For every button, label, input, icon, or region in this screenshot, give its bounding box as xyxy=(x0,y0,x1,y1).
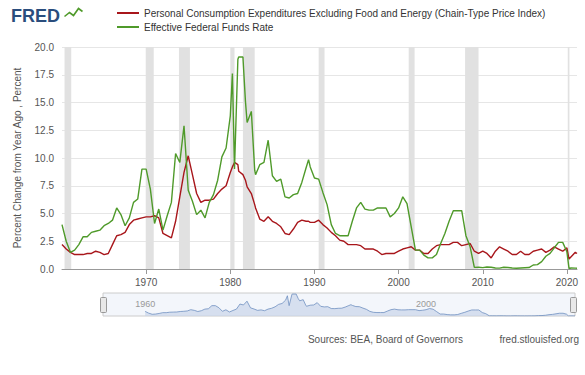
svg-text:1970: 1970 xyxy=(135,277,158,288)
svg-text:2020: 2020 xyxy=(556,277,579,288)
svg-text:Percent Change from Year Ago ,: Percent Change from Year Ago , Percent xyxy=(12,67,23,248)
svg-text:1960: 1960 xyxy=(135,299,155,309)
svg-text:5.0: 5.0 xyxy=(40,208,54,219)
svg-text:Personal Consumption Expenditu: Personal Consumption Expenditures Exclud… xyxy=(144,8,545,19)
svg-text:20.0: 20.0 xyxy=(35,42,55,53)
svg-text:2010: 2010 xyxy=(472,277,495,288)
svg-text:0.0: 0.0 xyxy=(40,264,54,275)
svg-text:Effective Federal Funds Rate: Effective Federal Funds Rate xyxy=(144,22,274,33)
svg-text:15.0: 15.0 xyxy=(35,97,55,108)
svg-text:2000: 2000 xyxy=(387,277,410,288)
svg-text:17.5: 17.5 xyxy=(35,69,55,80)
svg-text:fred.stlouisfed.org: fred.stlouisfed.org xyxy=(500,334,580,345)
svg-text:2.5: 2.5 xyxy=(40,236,54,247)
svg-text:12.5: 12.5 xyxy=(35,125,55,136)
svg-text:7.5: 7.5 xyxy=(40,180,54,191)
svg-text:FRED: FRED xyxy=(11,6,60,26)
svg-text:Sources: BEA, Board of Governo: Sources: BEA, Board of Governors xyxy=(308,334,463,345)
svg-text:1990: 1990 xyxy=(303,277,326,288)
svg-text:2000: 2000 xyxy=(416,299,436,309)
svg-text:10.0: 10.0 xyxy=(35,153,55,164)
svg-text:1980: 1980 xyxy=(219,277,242,288)
